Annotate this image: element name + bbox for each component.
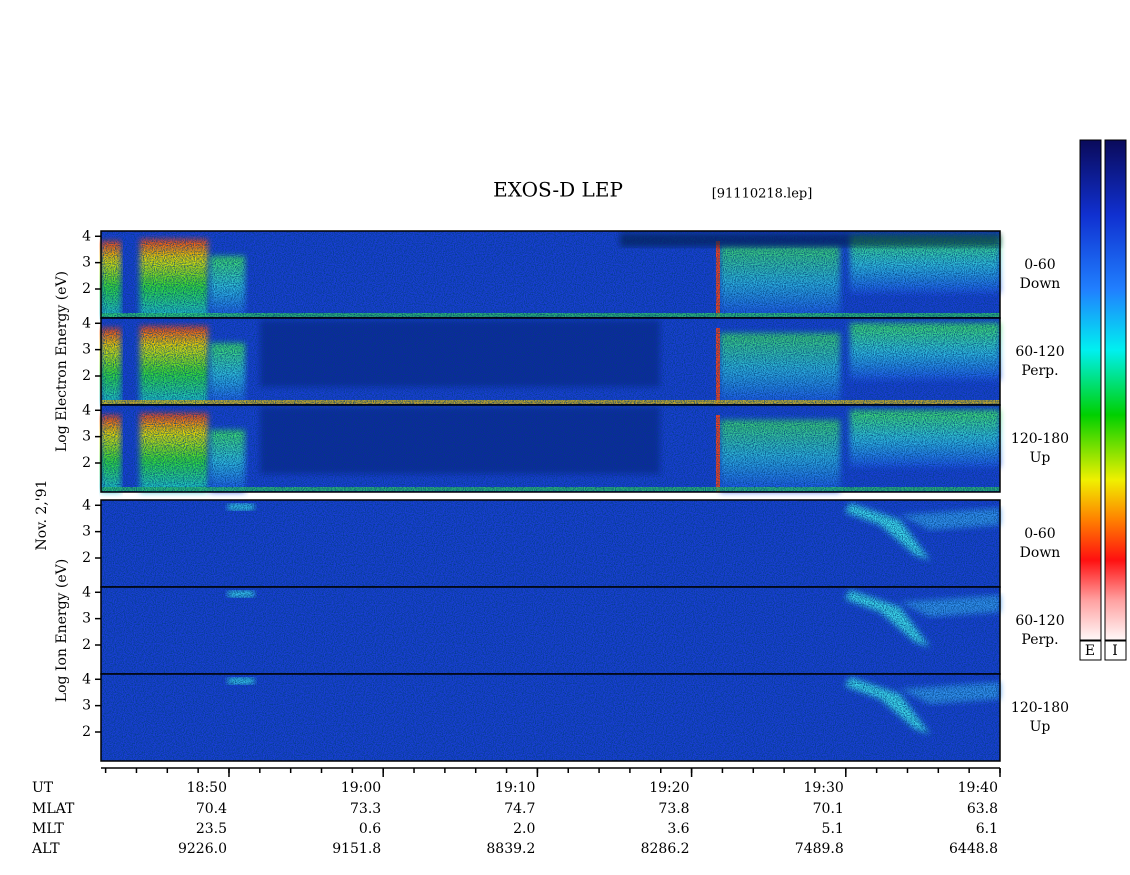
spectrogram-features bbox=[100, 230, 1001, 762]
direction-label: Up bbox=[1030, 719, 1051, 735]
x-tick-label: 19:40 bbox=[958, 780, 998, 796]
x-tick-label: 19:00 bbox=[341, 780, 381, 796]
y-tick-label: 4 bbox=[82, 402, 91, 418]
x-tick-label: 18:50 bbox=[187, 780, 227, 796]
x-tick-label: 19:10 bbox=[495, 780, 535, 796]
direction-label: Perp. bbox=[1021, 363, 1058, 379]
colorbar-label: I bbox=[1112, 643, 1118, 659]
colorbar-label-box bbox=[1079, 640, 1102, 661]
panel-texture bbox=[100, 230, 1001, 319]
colorbar-label: E bbox=[1085, 643, 1095, 659]
date-label: Nov. 2,'91 bbox=[34, 480, 50, 551]
row-label: ALT bbox=[31, 841, 60, 857]
row-label: MLT bbox=[32, 821, 64, 837]
y-tick-label: 3 bbox=[82, 342, 91, 358]
y-tick-label: 2 bbox=[82, 281, 91, 297]
panel-frame bbox=[100, 404, 1001, 493]
y-tick-label: 3 bbox=[82, 611, 91, 627]
noise bbox=[101, 231, 1000, 318]
ephemeris-value: 6.1 bbox=[976, 821, 998, 837]
ephemeris-value: 63.8 bbox=[967, 801, 998, 817]
y-tick-label: 2 bbox=[82, 368, 91, 384]
row-label: UT bbox=[32, 780, 54, 796]
pitch-label: 0-60 bbox=[1024, 257, 1055, 273]
ephemeris-value: 8286.2 bbox=[641, 841, 690, 857]
y-tick-label: 4 bbox=[82, 497, 91, 513]
chart-title: EXOS-D LEP bbox=[493, 178, 623, 202]
direction-label: Down bbox=[1020, 545, 1061, 561]
y-axis-label: Log Electron Energy (eV) bbox=[54, 271, 70, 452]
ephemeris-value: 73.3 bbox=[350, 801, 381, 817]
file-name: [91110218.lep] bbox=[712, 187, 813, 202]
row-label: MLAT bbox=[32, 801, 75, 817]
panel-texture bbox=[100, 673, 1001, 762]
pitch-label: 60-120 bbox=[1015, 344, 1064, 360]
ephemeris-value: 0.6 bbox=[359, 821, 381, 837]
pitch-label: 60-120 bbox=[1015, 613, 1064, 629]
panel-texture bbox=[100, 404, 1001, 493]
y-tick-label: 3 bbox=[82, 524, 91, 540]
y-tick-label: 4 bbox=[82, 228, 91, 244]
colorbar-label-box bbox=[1104, 640, 1127, 661]
panel-frame bbox=[100, 673, 1001, 762]
noise bbox=[101, 500, 1000, 587]
x-tick-label: 19:30 bbox=[803, 780, 843, 796]
y-tick-label: 3 bbox=[82, 255, 91, 271]
noise bbox=[101, 318, 1000, 405]
direction-label: Up bbox=[1030, 450, 1051, 466]
ephemeris-value: 74.7 bbox=[504, 801, 535, 817]
y-tick-label: 2 bbox=[82, 637, 91, 653]
noise bbox=[101, 405, 1000, 492]
ephemeris-value: 23.5 bbox=[196, 821, 227, 837]
direction-label: Perp. bbox=[1021, 632, 1058, 648]
panel-texture bbox=[100, 586, 1001, 675]
y-tick-label: 2 bbox=[82, 724, 91, 740]
panel-texture bbox=[100, 499, 1001, 588]
colorbar bbox=[1079, 139, 1102, 641]
y-tick-label: 4 bbox=[82, 671, 91, 687]
pitch-label: 0-60 bbox=[1024, 526, 1055, 542]
y-tick-label: 2 bbox=[82, 550, 91, 566]
ephemeris-value: 3.6 bbox=[667, 821, 689, 837]
ephemeris-value: 7489.8 bbox=[795, 841, 844, 857]
y-tick-label: 3 bbox=[82, 429, 91, 445]
panel-texture bbox=[100, 317, 1001, 406]
ephemeris-value: 73.8 bbox=[658, 801, 689, 817]
y-tick-label: 4 bbox=[82, 315, 91, 331]
ephemeris-value: 6448.8 bbox=[949, 841, 998, 857]
direction-label: Down bbox=[1020, 276, 1061, 292]
ephemeris-value: 9226.0 bbox=[178, 841, 227, 857]
ephemeris-value: 70.4 bbox=[196, 801, 227, 817]
pitch-label: 120-180 bbox=[1011, 700, 1069, 716]
y-axis-label: Log Ion Energy (eV) bbox=[54, 559, 70, 702]
y-tick-label: 2 bbox=[82, 455, 91, 471]
pitch-label: 120-180 bbox=[1011, 431, 1069, 447]
y-tick-label: 4 bbox=[82, 584, 91, 600]
ephemeris-value: 8839.2 bbox=[486, 841, 535, 857]
colorbar bbox=[1104, 139, 1127, 641]
y-tick-label: 3 bbox=[82, 698, 91, 714]
x-tick-label: 19:20 bbox=[649, 780, 689, 796]
ephemeris-value: 5.1 bbox=[822, 821, 844, 837]
noise bbox=[101, 587, 1000, 674]
ephemeris-value: 9151.8 bbox=[332, 841, 381, 857]
noise bbox=[101, 674, 1000, 761]
ephemeris-value: 2.0 bbox=[513, 821, 535, 837]
ephemeris-value: 70.1 bbox=[813, 801, 844, 817]
